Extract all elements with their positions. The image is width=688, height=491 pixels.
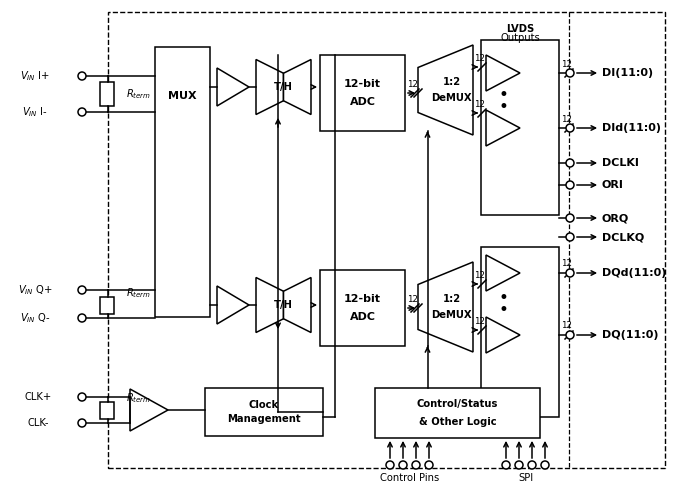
Text: 12: 12: [475, 100, 486, 109]
Text: 12: 12: [561, 260, 572, 269]
Text: CLK-: CLK-: [28, 418, 49, 428]
Bar: [205, 388, 323, 436]
Circle shape: [528, 461, 536, 469]
Text: DId(11:0): DId(11:0): [602, 123, 661, 133]
Text: 12: 12: [475, 54, 486, 62]
Text: •: •: [498, 289, 508, 307]
Polygon shape: [486, 110, 520, 146]
Polygon shape: [256, 59, 283, 114]
Text: Management: Management: [227, 414, 301, 424]
Text: 12: 12: [561, 322, 572, 330]
Polygon shape: [486, 255, 520, 291]
Text: 1:2: 1:2: [442, 77, 460, 87]
Bar: [375, 388, 540, 438]
Text: DCLKQ: DCLKQ: [602, 232, 644, 242]
Bar: [481, 40, 559, 215]
Polygon shape: [283, 277, 311, 332]
Text: DQd(11:0): DQd(11:0): [602, 268, 667, 278]
Circle shape: [78, 419, 86, 427]
Polygon shape: [486, 317, 520, 353]
Circle shape: [502, 461, 510, 469]
Text: •: •: [498, 85, 508, 104]
Text: 12: 12: [475, 271, 486, 279]
Circle shape: [566, 181, 574, 189]
Text: 12: 12: [561, 59, 572, 69]
Circle shape: [566, 69, 574, 77]
Circle shape: [566, 233, 574, 241]
Polygon shape: [418, 262, 473, 352]
Circle shape: [566, 269, 574, 277]
Text: •: •: [498, 98, 508, 115]
Text: ADC: ADC: [350, 312, 376, 322]
Circle shape: [541, 461, 549, 469]
Text: Control Pins: Control Pins: [380, 473, 439, 483]
Circle shape: [566, 214, 574, 222]
Text: ADC: ADC: [350, 97, 376, 107]
Circle shape: [386, 461, 394, 469]
Circle shape: [78, 72, 86, 80]
Bar: [320, 270, 405, 346]
Circle shape: [515, 461, 523, 469]
Bar: [100, 402, 114, 419]
Polygon shape: [130, 389, 168, 431]
Text: DeMUX: DeMUX: [431, 93, 472, 103]
Text: 1:2: 1:2: [442, 294, 460, 304]
Text: DI(11:0): DI(11:0): [602, 68, 653, 78]
Bar: [100, 82, 114, 106]
Circle shape: [566, 124, 574, 132]
Text: ORQ: ORQ: [602, 213, 630, 223]
Text: DeMUX: DeMUX: [431, 310, 472, 320]
Text: •: •: [498, 301, 508, 319]
Text: LVDS: LVDS: [506, 24, 534, 34]
Text: $V_{IN}$ I-: $V_{IN}$ I-: [22, 105, 48, 119]
Text: DCLKI: DCLKI: [602, 158, 639, 168]
Polygon shape: [418, 45, 473, 135]
Text: 12-bit: 12-bit: [344, 79, 381, 89]
Text: $R_{term}$: $R_{term}$: [126, 392, 151, 406]
Bar: [100, 297, 114, 314]
Text: Outputs: Outputs: [500, 33, 540, 43]
Polygon shape: [256, 277, 283, 332]
Text: $V_{IN}$ Q+: $V_{IN}$ Q+: [18, 283, 52, 297]
Circle shape: [78, 393, 86, 401]
Text: DQ(11:0): DQ(11:0): [602, 330, 658, 340]
Polygon shape: [217, 286, 249, 324]
Circle shape: [399, 461, 407, 469]
Text: CLK+: CLK+: [24, 392, 52, 402]
Text: & Other Logic: & Other Logic: [419, 417, 496, 427]
Text: 12: 12: [475, 317, 486, 326]
Text: Control/Status: Control/Status: [417, 399, 498, 409]
Polygon shape: [217, 68, 249, 106]
Text: 12-bit: 12-bit: [344, 294, 381, 304]
Text: MUX: MUX: [168, 91, 197, 101]
Circle shape: [566, 159, 574, 167]
Text: $R_{term}$: $R_{term}$: [126, 87, 151, 101]
Circle shape: [78, 314, 86, 322]
Text: $V_{IN}$ I+: $V_{IN}$ I+: [20, 69, 50, 83]
Text: ORI: ORI: [602, 180, 624, 190]
Text: SPI: SPI: [518, 473, 533, 483]
Polygon shape: [283, 59, 311, 114]
Text: $V_{IN}$ Q-: $V_{IN}$ Q-: [20, 311, 50, 325]
Circle shape: [78, 108, 86, 116]
Bar: [155, 47, 210, 317]
Circle shape: [425, 461, 433, 469]
Circle shape: [566, 331, 574, 339]
Text: 12: 12: [407, 80, 418, 88]
Text: 12: 12: [561, 114, 572, 124]
Text: 12: 12: [407, 295, 418, 303]
Text: T/H: T/H: [274, 300, 293, 310]
Circle shape: [412, 461, 420, 469]
Bar: [108, 12, 665, 468]
Polygon shape: [486, 55, 520, 91]
Text: Clock: Clock: [249, 400, 279, 410]
Text: $R_{term}$: $R_{term}$: [126, 287, 151, 300]
Bar: [481, 247, 559, 417]
Text: T/H: T/H: [274, 82, 293, 92]
Bar: [320, 55, 405, 131]
Circle shape: [78, 286, 86, 294]
